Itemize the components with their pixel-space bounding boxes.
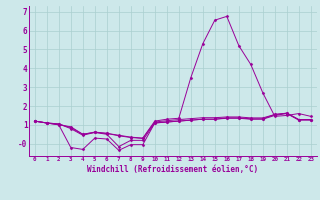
X-axis label: Windchill (Refroidissement éolien,°C): Windchill (Refroidissement éolien,°C) <box>87 165 258 174</box>
